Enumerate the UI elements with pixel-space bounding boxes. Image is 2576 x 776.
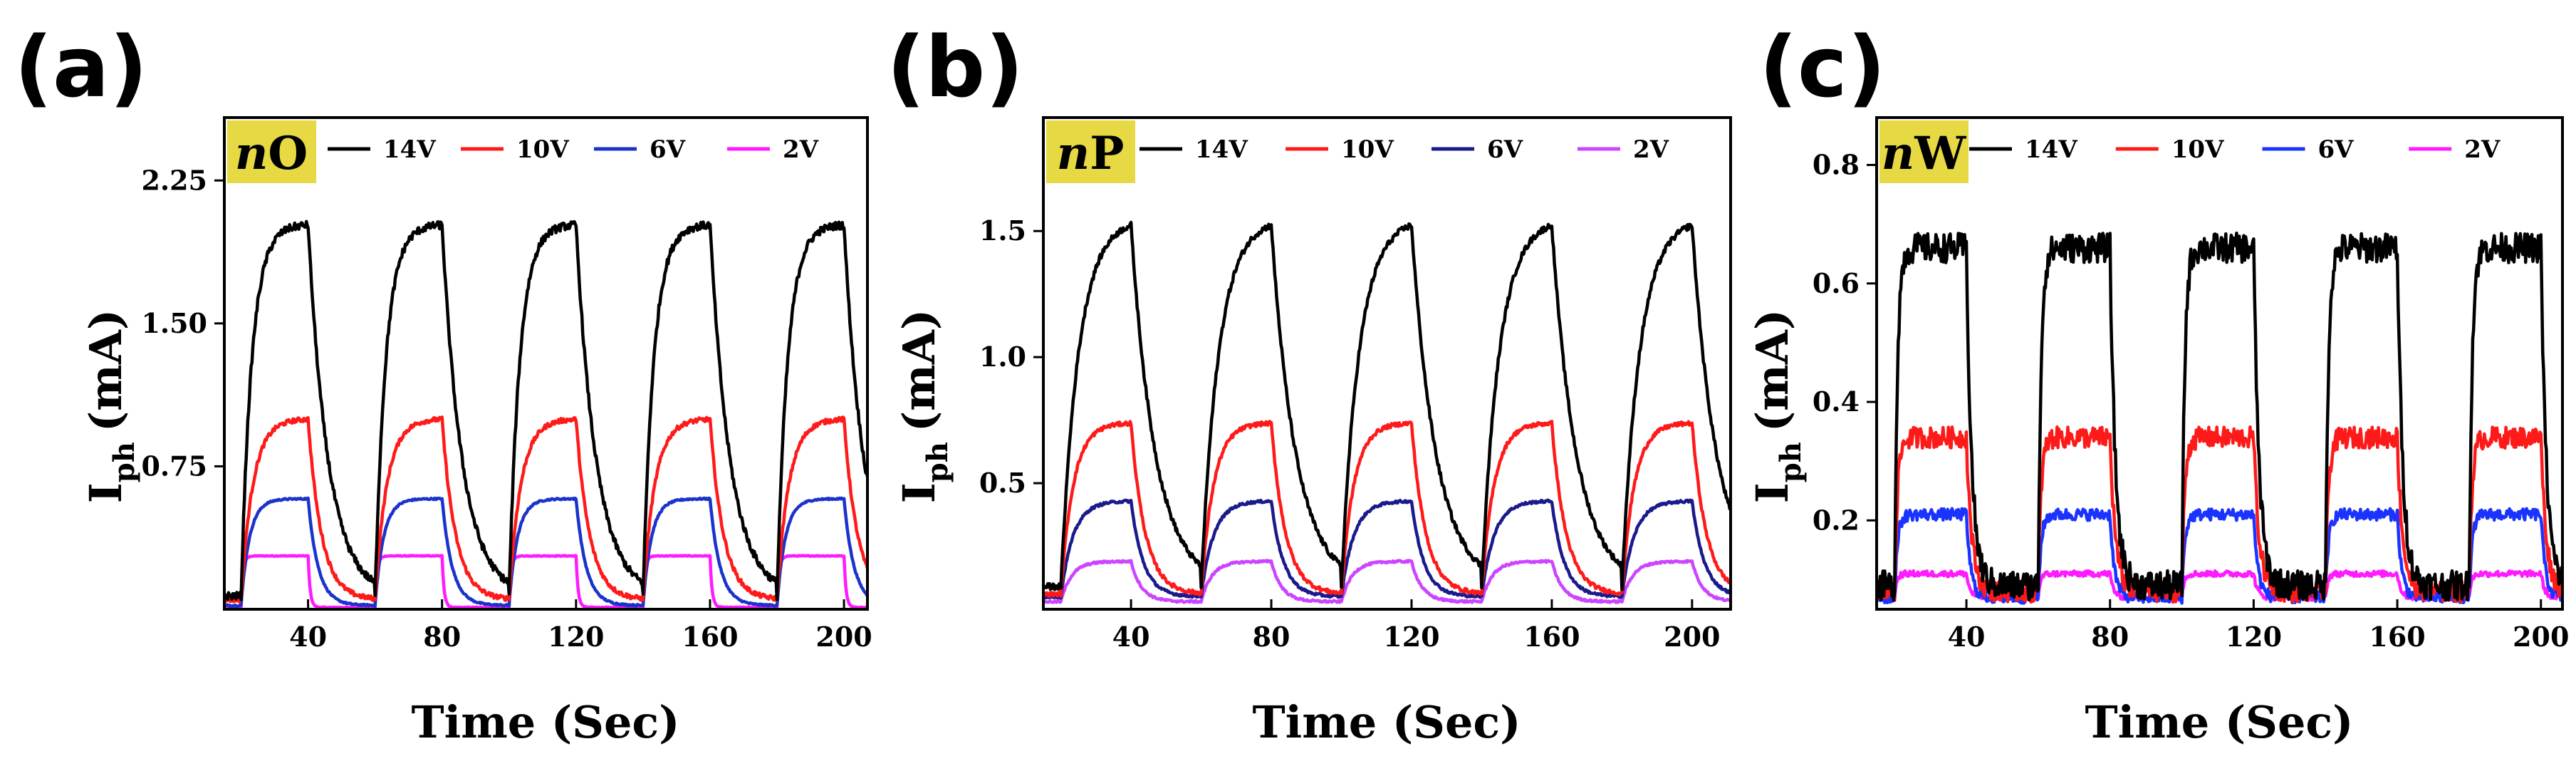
y-tick-label: 0.6 <box>1813 267 1860 299</box>
x-tick-label: 120 <box>1383 621 1439 653</box>
y-tick-label: 1.50 <box>141 307 207 339</box>
y-axis-title-main: I <box>893 482 945 503</box>
x-tick-label: 80 <box>423 621 461 653</box>
chart-panel-3: (c) 40 80 120 160 200 0.2 0.4 0.6 0.8 Time (Sec) Ip… <box>1746 18 2569 748</box>
y-tick-label: 0.75 <box>141 450 207 482</box>
series-line-10V <box>1043 420 1731 598</box>
y-axis-title: Iph (mA) <box>893 309 954 503</box>
y-tick-label: 0.8 <box>1813 149 1860 181</box>
sample-badge-name: W <box>1914 127 1966 180</box>
chart-panel-2: (b) 40 80 120 160 200 0.5 1.0 1.5 Time (Sec) Iph (m… <box>887 18 1732 748</box>
plot-frame <box>1042 116 1732 611</box>
series-line-10V <box>224 415 867 604</box>
sample-badge <box>1046 120 1135 183</box>
y-axis-title-unit: (mA) <box>893 309 945 432</box>
legend-label-6V: 6V <box>1487 135 1523 164</box>
y-axis-title-sub: ph <box>108 442 141 482</box>
panel-label: (b) <box>887 18 1023 116</box>
y-axis-title-sub: ph <box>1774 442 1808 482</box>
series-group <box>224 219 867 609</box>
x-axis-title: Time (Sec) <box>2085 696 2354 748</box>
plot-frame <box>223 116 869 611</box>
series-line-14V <box>1877 231 2562 602</box>
series-line-2V <box>1043 559 1731 604</box>
sample-badge-name: P <box>1090 127 1124 180</box>
sample-badge-text: nW <box>1882 127 1967 180</box>
panel-label: (c) <box>1759 18 1886 116</box>
x-tick-label: 80 <box>1253 621 1290 653</box>
sample-badge-italic: n <box>235 127 268 180</box>
series-group <box>1877 231 2562 605</box>
sample-badge-italic: n <box>1882 127 1915 180</box>
legend-label-6V: 6V <box>650 135 686 164</box>
x-axis-title: Time (Sec) <box>1253 696 1521 748</box>
x-tick-label: 200 <box>815 621 872 653</box>
x-tick-label: 40 <box>1948 621 1986 653</box>
sample-badge <box>1879 120 1968 183</box>
series-group <box>1043 220 1731 604</box>
y-axis-title-sub: ph <box>921 442 954 482</box>
panel-label: (a) <box>14 18 148 116</box>
y-tick-label: 0.4 <box>1813 386 1860 418</box>
series-line-6V <box>224 496 867 608</box>
series-line-14V <box>1043 220 1731 591</box>
y-axis-title: Iph (mA) <box>1746 309 1808 503</box>
sample-badge-text: nP <box>1057 127 1125 180</box>
y-tick-label: 2.25 <box>141 164 207 196</box>
sample-badge-name: O <box>268 127 308 180</box>
y-tick-label: 0.2 <box>1813 504 1860 536</box>
legend-label-14V: 14V <box>383 135 436 164</box>
sample-badge-text: nO <box>235 127 308 180</box>
x-tick-label: 200 <box>2513 621 2569 653</box>
legend-label-2V: 2V <box>1633 135 1669 164</box>
legend-label-6V: 6V <box>2318 135 2355 164</box>
legend-label-10V: 10V <box>516 135 569 164</box>
x-tick-label: 120 <box>548 621 604 653</box>
y-axis-title-unit: (mA) <box>1746 309 1798 432</box>
x-tick-label: 160 <box>2369 621 2425 653</box>
y-tick-label: 1.5 <box>979 214 1026 247</box>
plot-frame <box>1875 116 2564 611</box>
legend-label-10V: 10V <box>1341 135 1394 164</box>
x-tick-label: 200 <box>1664 621 1720 653</box>
y-tick-label: 1.0 <box>979 341 1026 373</box>
series-line-14V <box>224 219 867 601</box>
sample-badge <box>227 120 316 183</box>
x-tick-label: 160 <box>1523 621 1580 653</box>
legend-label-2V: 2V <box>783 135 819 164</box>
legend-label-14V: 14V <box>2025 135 2077 164</box>
sample-badge-italic: n <box>1057 127 1090 180</box>
x-tick-label: 120 <box>2226 621 2282 653</box>
legend-label-14V: 14V <box>1195 135 1248 164</box>
y-axis-title-main: I <box>1746 482 1798 503</box>
series-line-2V <box>224 554 867 609</box>
x-tick-label: 80 <box>2091 621 2129 653</box>
y-axis-title-main: I <box>80 482 132 503</box>
y-axis-title-unit: (mA) <box>80 309 132 432</box>
legend-label-10V: 10V <box>2171 135 2224 164</box>
y-tick-label: 0.5 <box>979 467 1026 499</box>
x-axis-title: Time (Sec) <box>412 696 680 748</box>
legend-label-2V: 2V <box>2464 135 2501 164</box>
chart-panel-1: (a) 40 80 120 160 200 0.75 1.50 2.25 Time (Sec) Ip… <box>14 18 872 748</box>
x-tick-label: 40 <box>1112 621 1150 653</box>
y-axis-title: Iph (mA) <box>80 309 141 503</box>
x-tick-label: 40 <box>289 621 327 653</box>
x-tick-label: 160 <box>682 621 738 653</box>
